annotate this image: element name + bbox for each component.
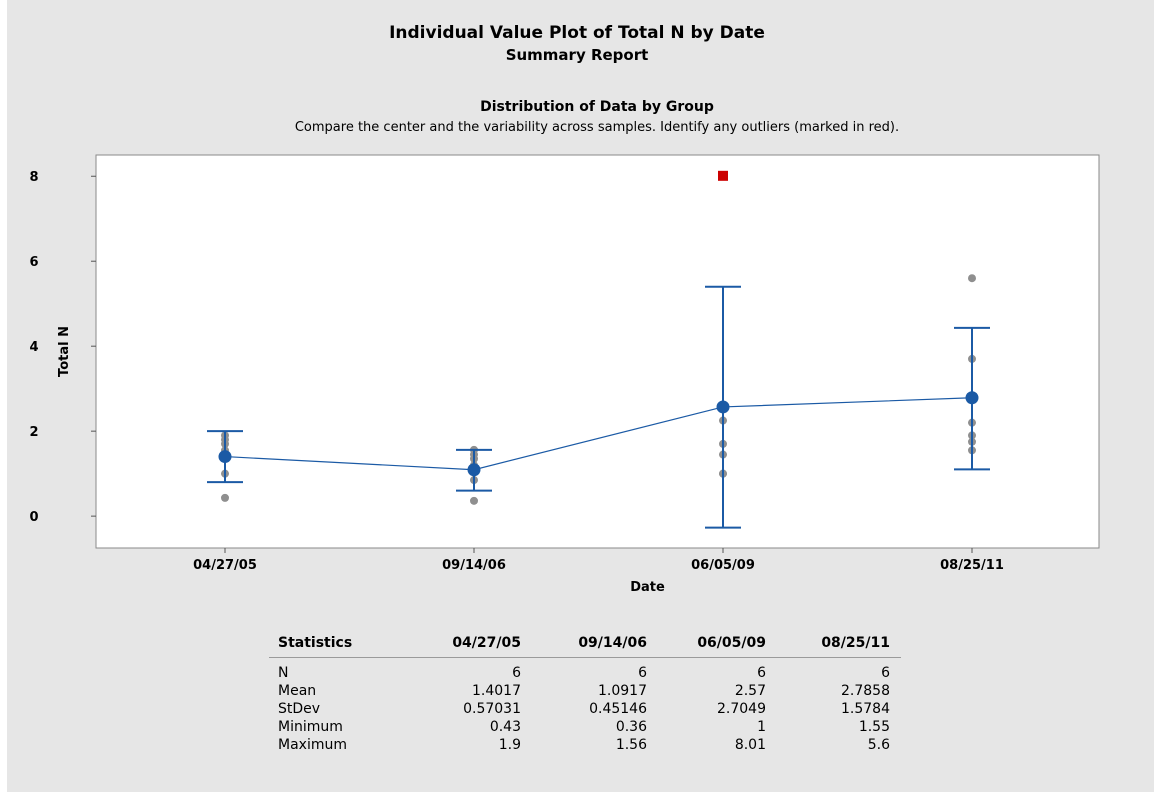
statistics-column-header: 06/05/09: [697, 635, 766, 651]
mean-connect-line: [224, 397, 973, 471]
section-description: Compare the center and the variability a…: [294, 120, 900, 135]
x-tick-label: 08/25/11: [940, 558, 1004, 573]
y-axis-label: Total N: [57, 326, 72, 377]
statistics-row-label: Mean: [278, 683, 317, 699]
y-tick-label: 2: [29, 425, 38, 440]
data-point: [968, 274, 976, 283]
x-tick-label: 09/14/06: [442, 558, 506, 573]
outlier-marker: [718, 170, 728, 181]
statistics-cell: 0.57031: [463, 701, 521, 717]
report-subtitle: Summary Report: [505, 46, 649, 64]
statistics-column-header: 09/14/06: [578, 635, 647, 651]
y-tick-label: 0: [29, 510, 38, 525]
y-tick-label: 6: [29, 255, 38, 270]
statistics-row-label: N: [278, 665, 289, 681]
statistics-column-header: 04/27/05: [452, 635, 521, 651]
statistics-cell: 1.9: [498, 737, 521, 753]
y-tick-label: 4: [29, 340, 38, 355]
data-point: [221, 493, 229, 502]
individual-value-plot: 0 2 4 6 8 04/27/05 09/14/06 06/05/09 08/25/11 Dat…: [29, 154, 1100, 595]
statistics-cell: 0.45146: [589, 701, 647, 717]
statistics-row-label: Minimum: [278, 719, 343, 735]
statistics-cell: 1: [757, 719, 766, 735]
y-tick-label: 8: [29, 170, 38, 185]
statistics-cell: 2.57: [734, 683, 766, 699]
statistics-cell: 1.55: [858, 719, 890, 735]
mean-marker: [467, 463, 481, 477]
statistics-cell: 6: [638, 665, 647, 681]
statistics-cell: 0.43: [489, 719, 521, 735]
statistics-divider: [269, 657, 901, 658]
statistics-header: Statistics: [278, 635, 353, 651]
statistics-cell: 1.5784: [841, 701, 890, 717]
statistics-cell: 6: [757, 665, 766, 681]
statistics-cell: 8.01: [734, 737, 766, 753]
statistics-cell: 1.56: [615, 737, 647, 753]
statistics-cell: 2.7858: [841, 683, 890, 699]
mean-marker: [716, 400, 730, 414]
mean-marker: [965, 391, 979, 405]
statistics-row-label: StDev: [278, 701, 321, 717]
statistics-cell: 0.36: [615, 719, 647, 735]
statistics-cell: 6: [881, 665, 890, 681]
statistics-column-header: 08/25/11: [821, 635, 890, 651]
statistics-cell: 1.4017: [472, 683, 521, 699]
section-title: Distribution of Data by Group: [480, 99, 714, 115]
mean-marker: [218, 450, 232, 464]
data-point: [470, 496, 478, 505]
x-tick-label: 06/05/09: [691, 558, 755, 573]
statistics-cell: 2.7049: [717, 701, 766, 717]
plot-area: [95, 154, 1100, 549]
statistics-row-label: Maximum: [278, 737, 347, 753]
statistics-cell: 6: [512, 665, 521, 681]
statistics-cell: 1.0917: [598, 683, 647, 699]
report-title: Individual Value Plot of Total N by Date: [389, 23, 765, 43]
x-tick-label: 04/27/05: [193, 558, 257, 573]
x-axis-label: Date: [630, 580, 665, 595]
statistics-cell: 5.6: [867, 737, 890, 753]
